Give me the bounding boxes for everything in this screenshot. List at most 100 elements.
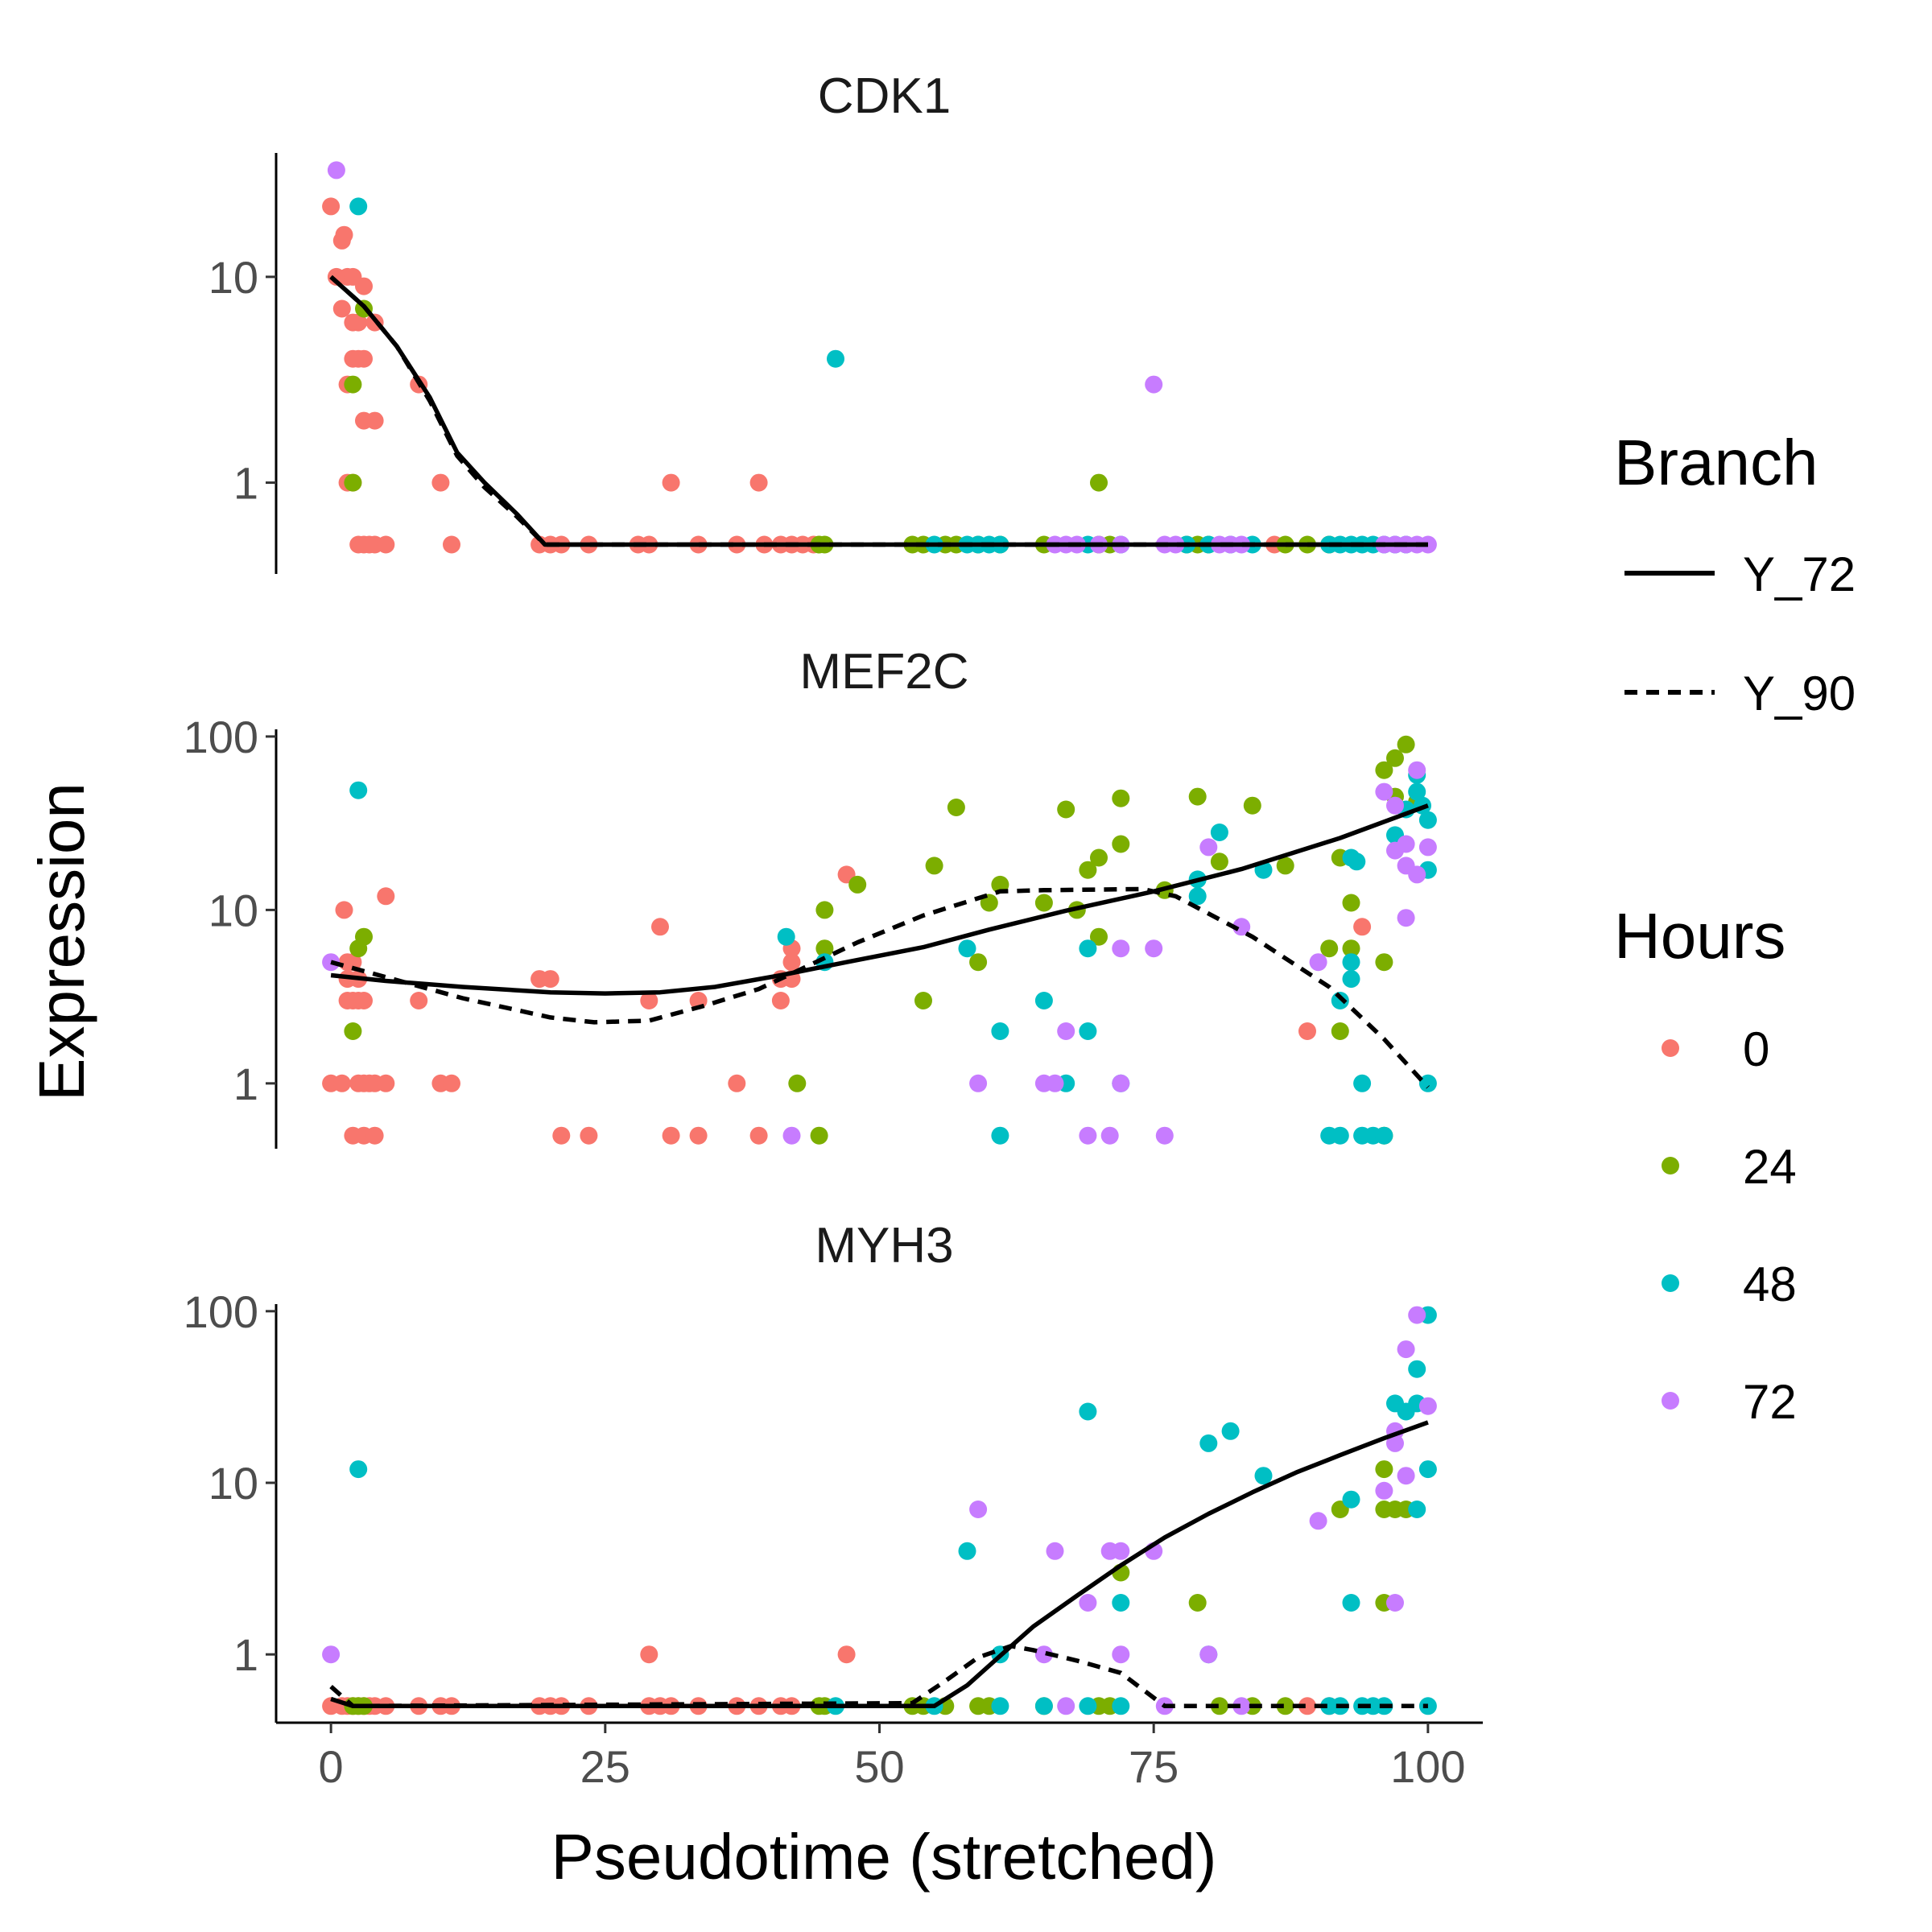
data-point-hours-72 <box>1046 1074 1064 1092</box>
trend-line-y-72 <box>330 803 1429 996</box>
legend-label-branch: Y_72 <box>1743 547 1856 601</box>
data-point-hours-48 <box>349 781 368 799</box>
data-point-hours-72 <box>1386 841 1404 860</box>
y-tick-label: 1 <box>233 1059 258 1109</box>
data-point-hours-48 <box>1348 852 1366 871</box>
data-point-hours-72 <box>1112 1645 1130 1664</box>
data-point-hours-48 <box>1034 992 1053 1009</box>
data-point-hours-24 <box>969 953 988 972</box>
data-point-hours-0 <box>365 411 384 430</box>
trend-line-y-72 <box>330 1420 1429 1709</box>
data-point-hours-48 <box>991 1697 1009 1715</box>
data-point-hours-48 <box>349 1460 368 1479</box>
x-tick-label: 25 <box>580 1741 630 1792</box>
data-point-hours-72 <box>969 1074 988 1092</box>
data-point-hours-72 <box>1309 1512 1327 1530</box>
data-point-hours-0 <box>662 1126 680 1145</box>
data-point-hours-0 <box>580 1126 598 1145</box>
data-point-hours-72 <box>1232 1697 1251 1715</box>
data-point-hours-24 <box>1342 939 1360 958</box>
data-point-hours-48 <box>1210 824 1228 841</box>
data-point-hours-72 <box>782 1126 801 1145</box>
data-point-hours-48 <box>1342 953 1360 972</box>
panel-cdk1: CDK1 1 10 <box>208 68 1437 574</box>
data-point-hours-48 <box>1112 1697 1130 1715</box>
y-tick-label: 10 <box>208 1458 258 1509</box>
data-point-hours-24 <box>344 473 362 492</box>
data-point-hours-0 <box>332 1074 351 1092</box>
data-point-hours-72 <box>1397 909 1415 927</box>
data-point-hours-24 <box>1397 735 1415 753</box>
data-point-hours-48 <box>1408 1501 1426 1518</box>
data-point-hours-0 <box>344 953 362 972</box>
data-point-hours-48 <box>1418 811 1437 829</box>
data-point-hours-24 <box>1276 857 1294 875</box>
data-point-hours-72 <box>1199 1645 1218 1664</box>
data-point-hours-24 <box>1112 835 1130 853</box>
data-point-hours-72 <box>1408 761 1426 779</box>
data-point-hours-72 <box>1408 1306 1426 1324</box>
data-point-hours-72 <box>1100 1126 1119 1145</box>
data-point-hours-72 <box>1199 838 1218 857</box>
data-point-hours-48 <box>827 349 844 368</box>
data-point-hours-48 <box>349 197 368 216</box>
data-point-hours-24 <box>1034 894 1053 912</box>
data-point-hours-24 <box>1243 796 1261 815</box>
data-point-hours-48 <box>1418 1074 1437 1092</box>
data-point-hours-24 <box>1210 852 1228 871</box>
legend-swatch-hours-72 <box>1662 1392 1679 1410</box>
data-point-hours-24 <box>1210 1697 1228 1715</box>
trend-line-y-90 <box>330 886 1430 1089</box>
legend-label-hours: 72 <box>1743 1375 1797 1429</box>
data-point-hours-0 <box>377 1074 395 1092</box>
data-point-hours-0 <box>640 1645 658 1664</box>
y-axis-title: Expression <box>26 782 97 1101</box>
data-point-hours-48 <box>1221 1422 1240 1440</box>
data-point-hours-24 <box>925 857 943 875</box>
panels: CDK1 1 10 MEF2C 1 10 100 MYH3 1 10 100 0 25 50 75 100 <box>184 68 1483 1792</box>
data-point-hours-72 <box>1386 796 1404 815</box>
data-point-hours-0 <box>377 887 395 906</box>
data-point-hours-0 <box>771 992 790 1009</box>
data-point-hours-0 <box>410 992 428 1009</box>
data-point-hours-72 <box>1145 939 1163 958</box>
data-point-hours-48 <box>1079 1022 1097 1040</box>
legend-label-hours: 0 <box>1743 1022 1769 1076</box>
data-point-hours-24 <box>1375 761 1393 779</box>
data-point-hours-24 <box>810 1126 828 1145</box>
data-point-hours-0 <box>662 473 680 492</box>
data-point-hours-24 <box>815 939 834 958</box>
data-point-hours-24 <box>355 927 373 946</box>
data-point-hours-0 <box>349 313 368 332</box>
data-point-hours-0 <box>552 1126 571 1145</box>
legend-branch-title: Branch <box>1614 427 1818 498</box>
data-point-hours-24 <box>1112 789 1130 807</box>
legend-swatch-hours-24 <box>1662 1157 1679 1174</box>
data-point-hours-72 <box>322 1645 341 1664</box>
data-point-hours-48 <box>1375 1126 1393 1145</box>
data-point-hours-48 <box>958 1542 976 1560</box>
x-tick-label: 75 <box>1129 1741 1179 1792</box>
data-point-hours-72 <box>1232 918 1251 936</box>
data-point-hours-72 <box>1079 1126 1097 1145</box>
data-point-hours-48 <box>1254 1467 1273 1485</box>
data-point-hours-48 <box>1408 782 1426 801</box>
data-point-hours-24 <box>1342 894 1360 912</box>
data-point-hours-24 <box>1331 1022 1349 1040</box>
data-point-hours-72 <box>1112 1542 1130 1560</box>
data-point-hours-24 <box>1079 861 1097 879</box>
data-point-hours-0 <box>728 1074 746 1092</box>
data-point-hours-48 <box>991 1022 1009 1040</box>
legend-hours: Hours 0 24 48 72 <box>1614 900 1797 1429</box>
data-point-hours-48 <box>1331 992 1349 1009</box>
legend-swatch-hours-0 <box>1662 1039 1679 1057</box>
data-point-hours-72 <box>1386 1594 1404 1612</box>
legend-label-hours: 24 <box>1743 1140 1797 1194</box>
data-point-hours-48 <box>1112 1594 1130 1612</box>
data-point-hours-72 <box>1418 1397 1437 1415</box>
data-point-hours-24 <box>1090 848 1108 867</box>
data-point-hours-48 <box>1342 1490 1360 1509</box>
y-tick-label: 1 <box>233 458 258 509</box>
data-point-hours-72 <box>1375 1481 1393 1500</box>
